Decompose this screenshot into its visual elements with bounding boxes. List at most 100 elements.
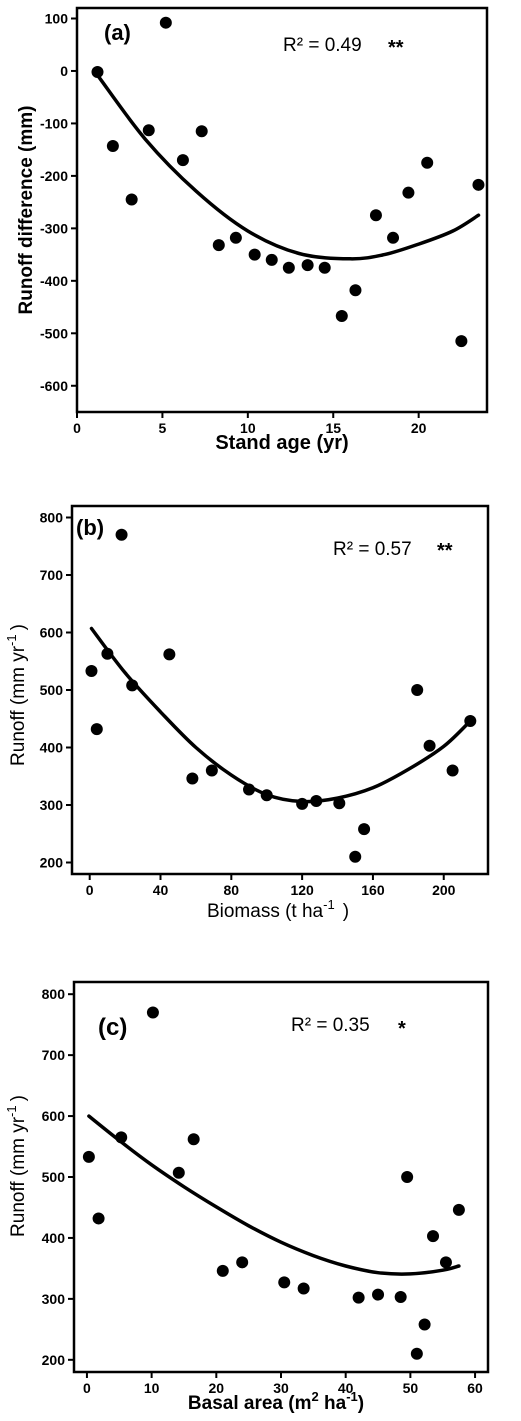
data-point (411, 684, 424, 696)
y-tick-label: 500 (40, 682, 64, 698)
data-point (248, 248, 261, 261)
data-point (335, 309, 348, 322)
data-point (195, 125, 208, 138)
y-tick-label: 300 (42, 1291, 66, 1307)
y-tick-label: 400 (42, 1230, 66, 1246)
y-tick-label: 700 (40, 567, 64, 583)
data-point (296, 797, 309, 810)
y-tick-label: -300 (40, 220, 68, 236)
y-tick-label: -400 (40, 273, 68, 289)
x-tick-label: 20 (411, 420, 427, 436)
fit-curve (89, 626, 473, 804)
data-point (125, 193, 138, 206)
fit-curve-line (87, 1114, 461, 1276)
data-point (301, 259, 314, 272)
data-point (318, 261, 331, 274)
x-axis-label: Basal area (m2 ha-1) (188, 1389, 364, 1414)
y-tick-label: 400 (40, 740, 64, 756)
fit-curve-line (89, 626, 473, 804)
data-point (115, 528, 128, 541)
x-tick-label: 10 (144, 1380, 160, 1396)
data-point (421, 156, 434, 169)
y-tick-label: 600 (42, 1108, 66, 1124)
data-point (423, 739, 436, 752)
data-point (90, 723, 103, 736)
data-point (278, 1276, 291, 1289)
x-tick-label: 80 (224, 882, 240, 898)
data-point (418, 1318, 431, 1331)
data-points (82, 1006, 465, 1360)
y-axis-label: Runoff difference (mm) (16, 106, 37, 315)
data-point (186, 772, 199, 785)
significance-label: * (398, 1018, 406, 1040)
y-tick-label: 700 (42, 1047, 66, 1063)
data-point (372, 1288, 385, 1301)
y-tick-label: 500 (42, 1169, 66, 1185)
data-point (387, 231, 400, 244)
x-tick-label: 120 (290, 882, 314, 898)
x-tick-label: 60 (467, 1380, 483, 1396)
data-point (229, 231, 242, 244)
data-point (159, 16, 172, 29)
data-point (358, 823, 371, 836)
x-tick-label: 15 (325, 420, 341, 436)
x-tick-label: 30 (273, 1380, 289, 1396)
r2-label: R² = 0.57 (333, 539, 412, 560)
y-tick-label: 300 (40, 797, 64, 813)
data-point (176, 154, 189, 167)
x-tick-label: 200 (432, 882, 456, 898)
data-point (394, 1291, 407, 1304)
x-tick-label: 160 (361, 882, 385, 898)
axis-ticks: 0 5 10 15 20 100 0 -100 -200 -300 -400 -500 -600 (40, 10, 427, 436)
data-point (92, 1212, 105, 1225)
y-axis-label: Runoff (mm yr-1) (4, 624, 29, 766)
data-point (126, 679, 139, 692)
data-point (163, 648, 176, 661)
y-tick-label: 200 (40, 855, 64, 871)
axis-ticks: 0 40 80 120 160 200 200 300 400 500 600 700 800 (40, 510, 456, 899)
fit-curve (95, 73, 481, 261)
data-point (410, 1347, 423, 1360)
significance-label: ** (437, 540, 453, 562)
data-point (439, 1256, 452, 1269)
y-tick-label: 200 (42, 1352, 66, 1368)
y-tick-label: 600 (40, 625, 64, 641)
data-point (236, 1256, 249, 1269)
data-point (265, 253, 278, 266)
data-point (455, 335, 468, 348)
data-point (369, 209, 382, 222)
data-points (91, 16, 485, 348)
data-point (243, 783, 256, 796)
data-point (146, 1006, 159, 1019)
x-tick-label: 40 (153, 882, 169, 898)
panel-c: 0 10 20 30 40 50 60 200 300 400 500 600 700 800 (c) R… (4, 980, 490, 1414)
data-point (82, 1150, 95, 1163)
data-point (472, 178, 485, 191)
x-tick-label: 40 (338, 1380, 354, 1396)
significance-label: ** (388, 37, 404, 59)
y-tick-label: 800 (42, 986, 66, 1002)
fit-curve (87, 1114, 461, 1276)
x-tick-label: 0 (73, 420, 81, 436)
data-point (349, 284, 362, 297)
data-point (142, 124, 155, 137)
data-point (212, 239, 225, 252)
y-tick-label: -200 (40, 168, 68, 184)
data-point (452, 1203, 465, 1216)
data-point (205, 764, 218, 777)
data-point (464, 715, 477, 728)
data-point (216, 1264, 229, 1277)
panel-label: (c) (98, 1014, 127, 1041)
data-point (349, 850, 362, 863)
data-point (401, 1171, 414, 1183)
data-point (297, 1282, 310, 1295)
data-point (91, 66, 104, 79)
y-tick-label: 0 (60, 63, 68, 79)
data-point (101, 647, 114, 660)
data-point (115, 1131, 128, 1144)
data-point (282, 261, 295, 274)
axis-ticks: 0 10 20 30 40 50 60 200 300 400 500 600 700 800 (42, 986, 483, 1396)
x-axis-label: Stand age (yr) (215, 432, 348, 454)
panel-label: (a) (104, 20, 131, 45)
